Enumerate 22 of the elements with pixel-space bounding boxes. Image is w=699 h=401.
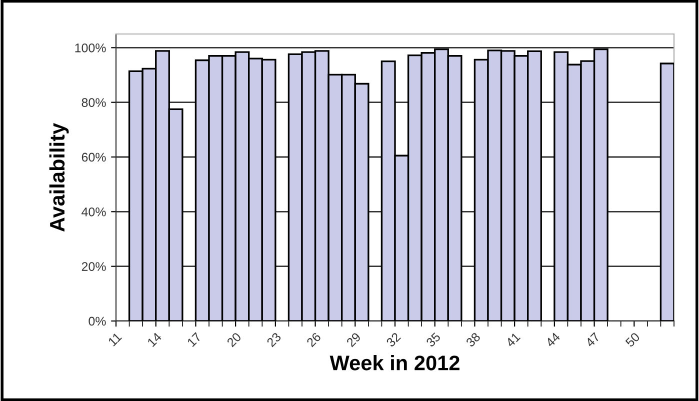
x-tick-label: 47 <box>584 332 600 348</box>
x-tick-label: 26 <box>306 332 322 348</box>
x-tick-label: 32 <box>386 332 402 348</box>
x-tick-label: 23 <box>266 332 282 348</box>
x-tick-label: 20 <box>226 332 242 348</box>
x-tick-label: 50 <box>624 332 640 348</box>
y-tick-label: 20% <box>82 262 106 271</box>
x-tick-label: 14 <box>147 332 162 347</box>
x-tick-label: 44 <box>545 332 561 348</box>
y-axis-title: Availability <box>49 123 69 232</box>
y-tick-label: 80% <box>82 98 106 107</box>
x-tick-label: 35 <box>426 332 441 348</box>
x-tick-label: 41 <box>505 332 521 348</box>
y-tick-label: 40% <box>82 207 106 216</box>
y-tick-label: 60% <box>82 152 106 162</box>
x-tick-label: 38 <box>465 332 481 348</box>
y-tick-label: 100% <box>75 43 106 52</box>
x-axis-title: Week in 2012 <box>330 355 460 370</box>
x-tick-label: 11 <box>108 332 122 346</box>
x-tick-label: 29 <box>346 332 362 348</box>
x-tick-label: 17 <box>186 332 202 347</box>
y-tick-label: 0% <box>88 316 106 326</box>
